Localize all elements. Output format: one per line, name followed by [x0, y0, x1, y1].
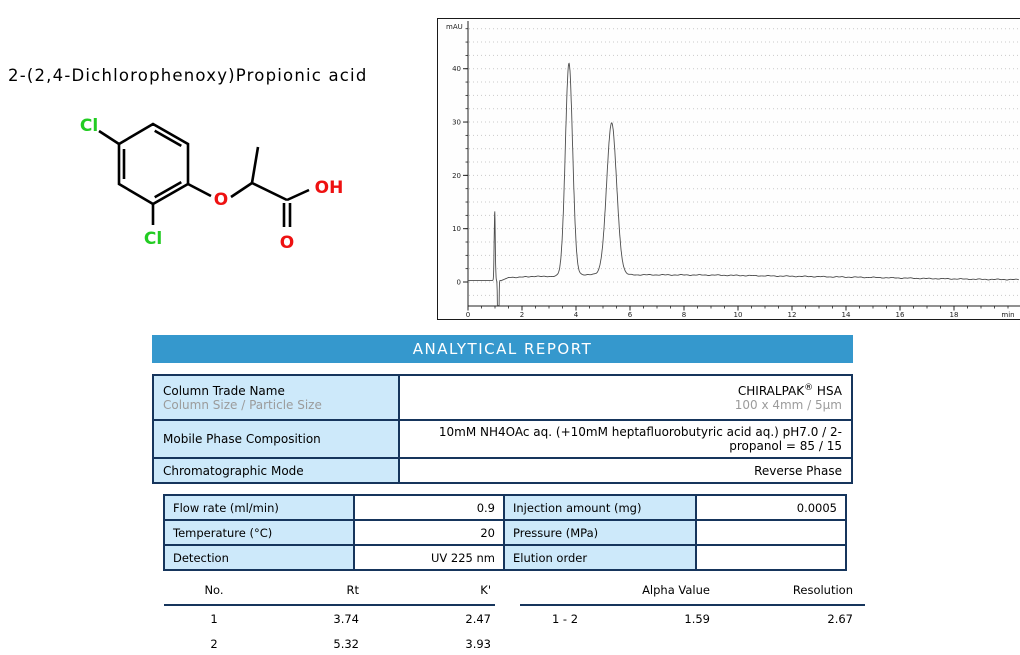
result-header: Resolution: [710, 580, 865, 606]
column-trade-name-label: Column Trade Name Column Size / Particle…: [152, 374, 400, 421]
run-parameters-table: Flow rate (ml/min) 0.9 Injection amount (m…: [163, 494, 847, 571]
result-cell: 3.74: [333, 612, 359, 626]
param-value: UV 225 nm: [353, 544, 505, 571]
result-header: [520, 580, 610, 606]
params-row: Detection UV 225 nm Elution order: [163, 544, 847, 571]
hydroxyl-label: OH: [315, 178, 344, 198]
chromatographic-mode-label: Chromatographic Mode: [152, 457, 400, 484]
param-value: [695, 544, 847, 571]
column-size-label: Column Size / Particle Size: [163, 397, 322, 412]
results-table-retention: No. Rt K' 1 3.74 2.47 2 5.32 3.93: [164, 580, 495, 655]
bond-methyl: [250, 146, 260, 184]
table-row: Chromatographic Mode Reverse Phase: [152, 457, 853, 484]
registered-mark: ®: [804, 383, 814, 393]
result-header: No.: [164, 580, 264, 606]
mobile-phase-label: Mobile Phase Composition: [152, 419, 400, 459]
table-row: Mobile Phase Composition 10mM NH4OAc aq.…: [152, 419, 853, 459]
svg-text:2: 2: [520, 311, 524, 317]
param-label: Elution order: [503, 544, 697, 571]
result-cell: 1 - 2: [551, 612, 579, 626]
result-cell: 2.67: [827, 612, 853, 626]
param-label: Injection amount (mg): [503, 494, 697, 521]
svg-text:4: 4: [574, 311, 579, 317]
svg-text:min: min: [1001, 311, 1014, 317]
ether-o-label: O: [214, 190, 228, 210]
result-row: 2 5.32 3.93: [164, 631, 495, 655]
svg-text:0: 0: [457, 279, 461, 287]
column-info-table: Column Trade Name Column Size / Particle…: [152, 374, 853, 484]
result-cell: 3.93: [465, 637, 491, 651]
bond-c-oh: [286, 188, 310, 202]
result-cell: 1: [210, 612, 218, 626]
param-value: [695, 519, 847, 546]
param-label: Flow rate (ml/min): [163, 494, 355, 521]
param-label: Pressure (MPa): [503, 519, 697, 546]
param-value: 0.0005: [695, 494, 847, 521]
column-trade-name-value: CHIRALPAK® HSA 100 x 4mm / 5µm: [398, 374, 853, 421]
svg-text:10: 10: [734, 311, 743, 317]
result-cell: 1.59: [684, 612, 710, 626]
result-cell: 2: [210, 637, 218, 651]
svg-text:30: 30: [452, 119, 461, 127]
params-row: Flow rate (ml/min) 0.9 Injection amount (m…: [163, 494, 847, 521]
param-label: Detection: [163, 544, 355, 571]
params-row: Temperature (°C) 20 Pressure (MPa): [163, 519, 847, 546]
svg-text:20: 20: [452, 172, 461, 180]
bond-cl-top: [98, 129, 120, 146]
bond-ring-o: [187, 182, 212, 198]
carbonyl-o-label: O: [280, 233, 294, 253]
column-size-value: 100 x 4mm / 5µm: [734, 398, 842, 412]
cl-bottom-label: Cl: [144, 229, 162, 249]
chromatographic-mode-value: Reverse Phase: [398, 457, 853, 484]
result-cell: 2.47: [465, 612, 491, 626]
svg-text:10: 10: [452, 225, 461, 233]
cl-top-label: Cl: [80, 116, 98, 136]
svg-text:40: 40: [452, 65, 461, 73]
chemical-structure: Cl Cl O O OH: [80, 116, 344, 253]
result-row: 1 3.74 2.47: [164, 605, 495, 631]
result-header: Alpha Value: [610, 580, 710, 606]
chromatogram-panel: 0 2 4 6 8 10 12 14 16 18 min 0 10 20 30 40 mAU: [437, 18, 1020, 320]
param-label: Temperature (°C): [163, 519, 355, 546]
svg-text:mAU: mAU: [446, 23, 463, 31]
table-row: Column Trade Name Column Size / Particle…: [152, 374, 853, 421]
benzene-ring: [117, 122, 190, 206]
svg-text:14: 14: [842, 311, 851, 317]
chromatogram-trace: [468, 62, 1020, 306]
mobile-phase-value: 10mM NH4OAc aq. (+10mM heptafluorobutyri…: [398, 419, 853, 459]
report-banner: ANALYTICAL REPORT: [152, 335, 853, 363]
bond-ch-c: [251, 181, 288, 202]
svg-text:12: 12: [788, 311, 797, 317]
result-header: K': [359, 580, 495, 606]
chromatogram-plot: 0 2 4 6 8 10 12 14 16 18 min 0 10 20 30 40 mAU: [446, 21, 1020, 317]
svg-text:0: 0: [466, 311, 470, 317]
result-row: 1 - 2 1.59 2.67: [520, 605, 865, 631]
bond-o-ch: [230, 181, 253, 199]
param-value: 20: [353, 519, 505, 546]
results-table-selectivity: Alpha Value Resolution 1 - 2 1.59 2.67: [520, 580, 865, 631]
svg-text:18: 18: [950, 311, 959, 317]
compound-name: 2-(2,4-Dichlorophenoxy)Propionic acid: [8, 66, 368, 85]
svg-text:6: 6: [628, 311, 633, 317]
result-header: Rt: [264, 580, 359, 606]
svg-text:8: 8: [682, 311, 686, 317]
param-value: 0.9: [353, 494, 505, 521]
result-cell: 5.32: [333, 637, 359, 651]
svg-text:16: 16: [896, 311, 905, 317]
